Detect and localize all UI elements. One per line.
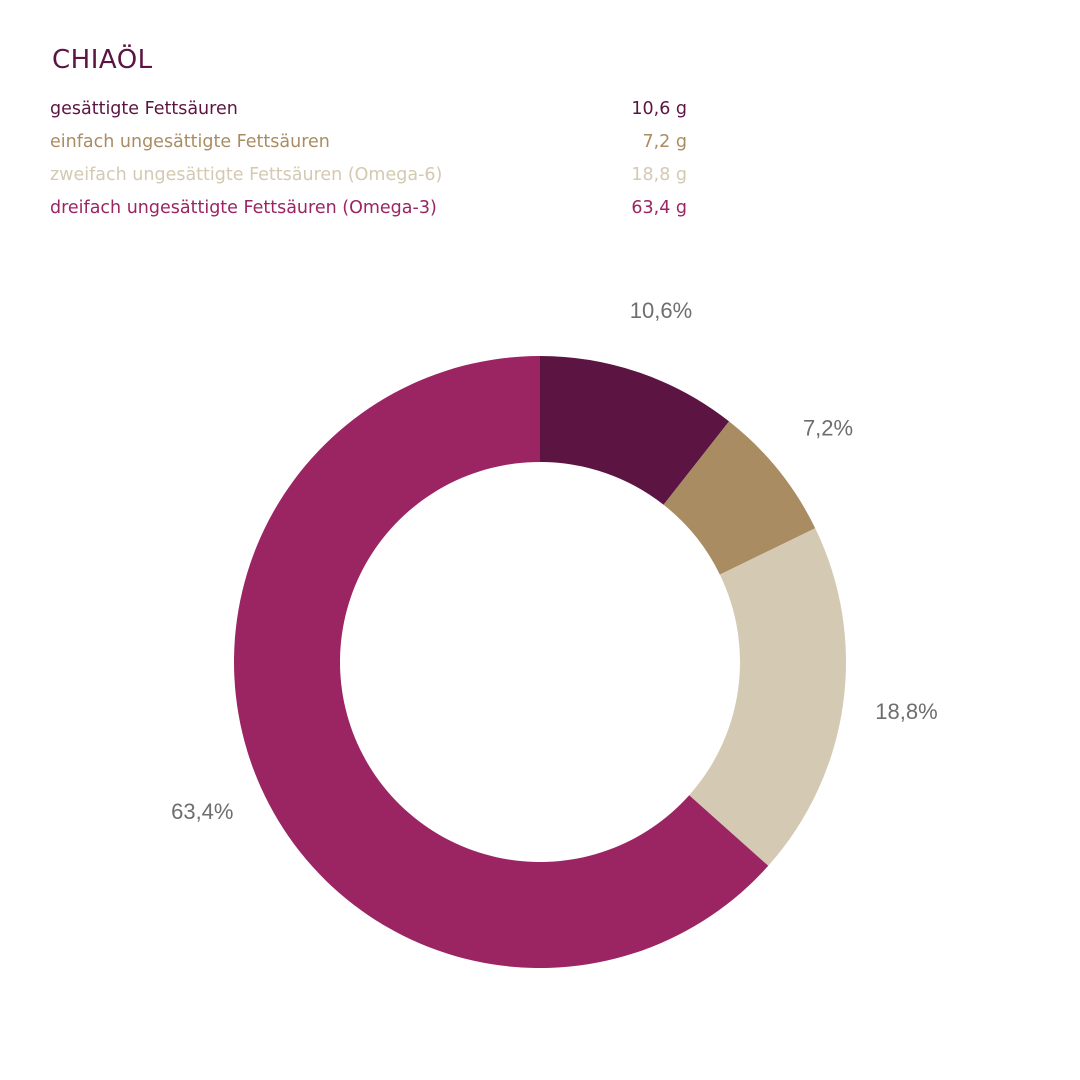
donut-labels: 10,6% 7,2% 18,8% 63,4% xyxy=(171,298,938,824)
slice-value-label: 63,4% xyxy=(171,799,233,824)
legend-label: dreifach ungesättigte Fettsäuren (Omega-… xyxy=(50,198,437,218)
legend-row-omega-3: dreifach ungesättigte Fettsäuren (Omega-… xyxy=(50,195,687,228)
slice-value-label: 7,2% xyxy=(803,416,853,441)
slice-value-label: 10,6% xyxy=(630,298,692,323)
legend-row-omega-6: zweifach ungesättigte Fettsäuren (Omega-… xyxy=(50,162,687,195)
legend-value: 18,8 g xyxy=(631,165,687,185)
legend-label: gesättigte Fettsäuren xyxy=(50,99,238,119)
donut-slice xyxy=(233,356,769,968)
legend-value: 63,4 g xyxy=(631,198,687,218)
legend-label: zweifach ungesättigte Fettsäuren (Omega-… xyxy=(50,165,443,185)
legend: gesättigte Fettsäuren 10,6 g einfach ung… xyxy=(50,96,687,228)
chart-title: CHIAÖL xyxy=(52,45,153,75)
slice-value-label: 18,8% xyxy=(875,699,937,724)
legend-label: einfach ungesättigte Fettsäuren xyxy=(50,132,330,152)
legend-row-monounsaturated: einfach ungesättigte Fettsäuren 7,2 g xyxy=(50,129,687,162)
legend-value: 7,2 g xyxy=(642,132,687,152)
donut-slice xyxy=(540,356,730,505)
donut-slice xyxy=(663,421,816,575)
donut-slice xyxy=(689,528,846,866)
legend-value: 10,6 g xyxy=(631,99,687,119)
legend-row-saturated: gesättigte Fettsäuren 10,6 g xyxy=(50,96,687,129)
donut-slices xyxy=(233,356,846,968)
